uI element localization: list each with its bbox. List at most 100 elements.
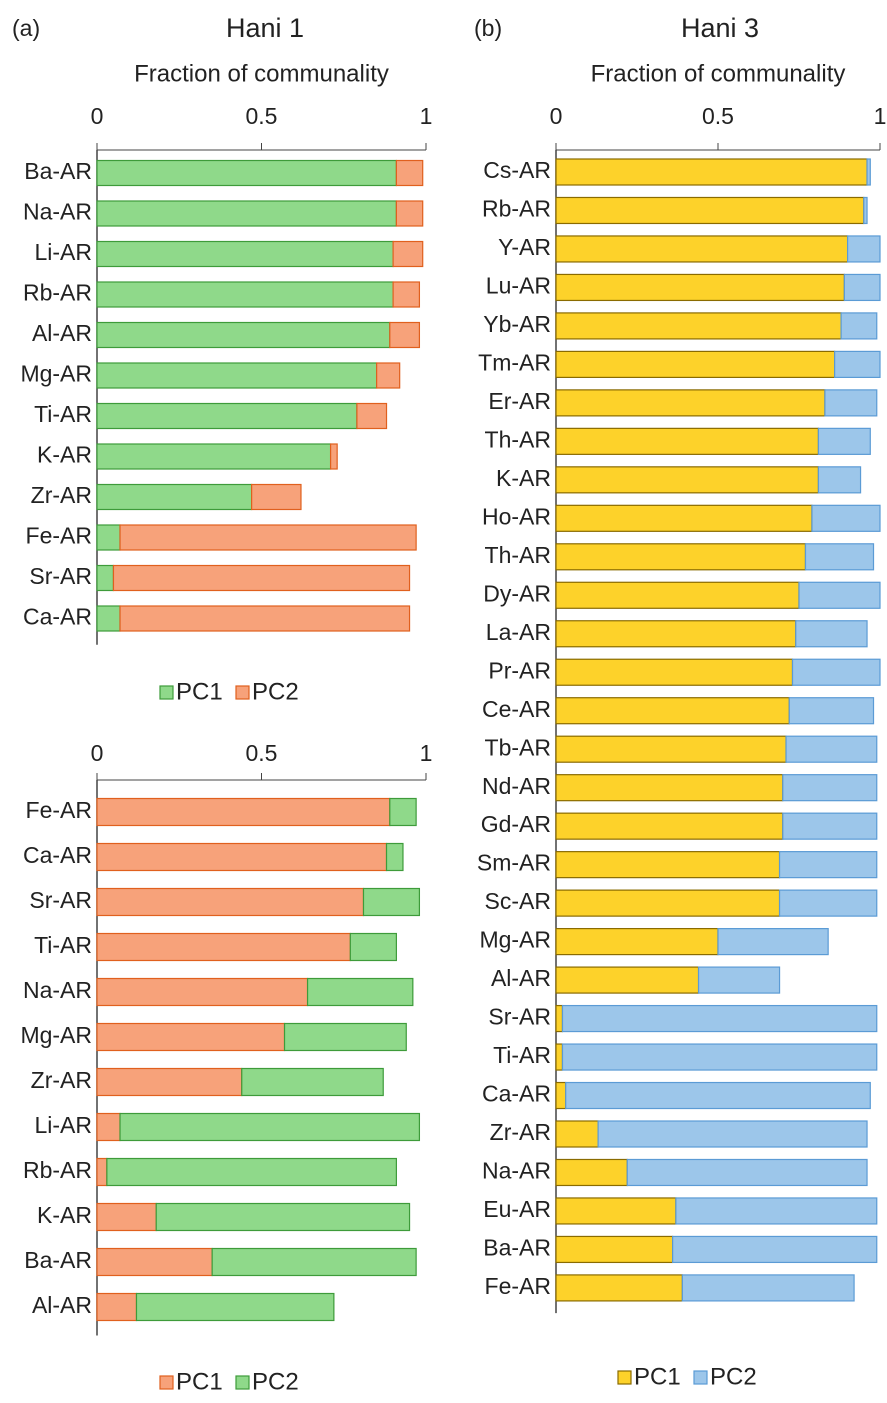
chart-title: Hani 1 (226, 13, 304, 43)
bar-segment (555, 235, 849, 263)
y-tick-label: Mg-AR (479, 927, 551, 953)
x-tick-label: 0.5 (702, 103, 734, 129)
bar-segment (555, 1081, 567, 1110)
bar-segment (817, 427, 871, 455)
chart-title: Hani 3 (681, 13, 759, 43)
bar-segment (840, 312, 878, 340)
bar-segment (96, 1292, 138, 1322)
bar-segment (349, 932, 397, 962)
bar-segment (672, 1235, 878, 1264)
bar-segment (555, 273, 845, 302)
bar-segment (96, 977, 309, 1007)
bar-segment (555, 312, 842, 340)
x-tick-label: 0.5 (246, 103, 278, 129)
y-tick-label: Y-AR (498, 234, 551, 260)
bar-segment (251, 483, 302, 511)
bar-segment (96, 281, 394, 308)
panel-label: (b) (474, 15, 502, 41)
y-tick-label: Li-AR (34, 1112, 92, 1138)
bar-segment (96, 1067, 243, 1097)
bar-segment (791, 658, 881, 686)
legend-label: PC2 (252, 1368, 299, 1395)
y-tick-label: K-AR (496, 465, 551, 491)
bar-segment (96, 797, 391, 827)
bar-segment (96, 605, 121, 632)
y-tick-label: Ti-AR (34, 401, 92, 427)
y-tick-label: Al-AR (32, 1292, 92, 1318)
bar-segment (555, 1235, 674, 1264)
bar-segment (811, 504, 881, 532)
y-tick-label: Rb-AR (482, 196, 551, 222)
bar-segment (555, 735, 787, 763)
bar-segment (843, 273, 881, 302)
x-axis-label: Fraction of communality (591, 60, 846, 87)
bar-segment (119, 1112, 421, 1142)
bar-segment (112, 564, 411, 592)
y-tick-label: Zr-AR (31, 1067, 92, 1093)
y-tick-label: K-AR (37, 1202, 92, 1228)
y-tick-label: Sr-AR (29, 887, 92, 913)
bar-segment (389, 797, 417, 827)
legend-label: PC2 (252, 678, 299, 705)
y-tick-label: Rb-AR (23, 280, 92, 306)
bar-segment (565, 1081, 871, 1110)
bar-segment (96, 402, 358, 430)
y-tick-label: Cs-AR (483, 157, 551, 183)
bar-segment (555, 543, 807, 571)
y-tick-label: Ho-AR (482, 503, 551, 529)
x-tick-label: 1 (874, 103, 887, 129)
bar-segment (96, 564, 115, 592)
y-tick-label: Ca-AR (482, 1081, 551, 1107)
bar-segment (866, 158, 871, 186)
bar-segment (555, 812, 784, 840)
legend-label: PC2 (710, 1363, 757, 1390)
legend-swatch (159, 685, 174, 700)
bar-segment (782, 812, 878, 840)
bar-segment (96, 887, 365, 917)
bar-segment (135, 1292, 335, 1322)
bar-segment (555, 1120, 599, 1148)
bar-segment (626, 1158, 868, 1187)
y-tick-label: Ba-AR (24, 158, 92, 184)
bar-segment (778, 889, 878, 917)
y-tick-label: Nd-AR (482, 773, 551, 799)
bar-segment (555, 427, 820, 455)
bar-segment (96, 932, 351, 962)
bar-segment (555, 1158, 628, 1187)
y-tick-label: Mg-AR (20, 361, 92, 387)
bar-segment (555, 927, 719, 956)
bar-segment (395, 159, 424, 187)
x-tick-label: 0 (550, 103, 563, 129)
y-tick-label: Sr-AR (29, 563, 92, 589)
y-tick-label: Ca-AR (23, 604, 92, 630)
y-tick-label: Eu-AR (483, 1196, 551, 1222)
bar-segment (389, 321, 421, 349)
bar-segment (96, 1022, 286, 1052)
bar-segment (306, 977, 414, 1007)
bar-segment (96, 362, 378, 389)
y-tick-label: Ti-AR (493, 1042, 551, 1068)
y-tick-label: Th-AR (485, 426, 551, 452)
y-tick-label: Sm-AR (477, 850, 551, 876)
bar-segment (782, 774, 878, 802)
bar-segment (555, 158, 868, 186)
y-tick-label: Tm-AR (478, 349, 551, 375)
bar-segment (385, 842, 404, 872)
legend-swatch (235, 1375, 250, 1390)
x-tick-label: 0 (91, 103, 104, 129)
bar-segment (795, 620, 868, 648)
bar-segment (804, 543, 875, 571)
bar-segment (155, 1202, 411, 1232)
bar-segment (119, 605, 411, 632)
y-tick-label: Al-AR (491, 965, 551, 991)
y-tick-label: Na-AR (23, 199, 92, 225)
x-axis-label: Fraction of communality (134, 60, 389, 87)
x-tick-label: 1 (420, 103, 433, 129)
bar-segment (788, 697, 875, 725)
bar-segment (597, 1120, 868, 1148)
bar-segment (96, 159, 397, 187)
bar-segment (96, 200, 397, 227)
y-tick-label: Dy-AR (483, 580, 551, 606)
y-tick-label: Gd-AR (481, 811, 551, 837)
bar-segment (362, 887, 421, 917)
